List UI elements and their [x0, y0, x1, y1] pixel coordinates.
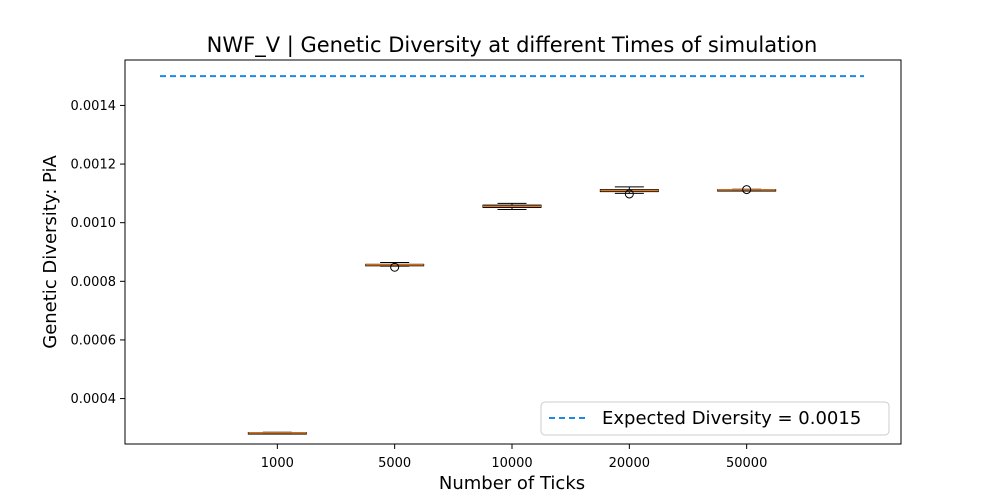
- y-tick-label: 0.0014: [71, 99, 117, 114]
- x-tick-label: 5000: [378, 456, 411, 471]
- y-axis-title: Genetic Diversity: PiA: [40, 155, 61, 349]
- x-axis: 1000 5000 10000 20000 50000: [261, 444, 767, 471]
- x-tick-label: 10000: [491, 456, 532, 471]
- box-50000: [717, 185, 777, 195]
- box-10000: [482, 202, 542, 210]
- outlier-point: [390, 262, 400, 272]
- boxes-group: [247, 185, 777, 435]
- box-5000: [365, 262, 425, 272]
- x-tick-label: 20000: [609, 456, 650, 471]
- legend-label: Expected Diversity = 0.0015: [602, 408, 861, 429]
- plot-area-frame: [124, 59, 902, 445]
- y-tick-label: 0.0004: [71, 392, 117, 407]
- x-tick-label: 1000: [261, 456, 294, 471]
- y-tick-label: 0.0006: [71, 333, 117, 348]
- y-tick-label: 0.0012: [71, 158, 117, 173]
- outlier-point: [624, 189, 634, 199]
- y-tick-label: 0.0008: [71, 275, 117, 290]
- legend-frame: [540, 401, 890, 436]
- x-axis-title: Number of Ticks: [439, 473, 585, 494]
- chart-title: NWF_V | Genetic Diversity at different T…: [207, 33, 818, 58]
- box-20000: [599, 186, 659, 199]
- box-1000: [247, 431, 307, 435]
- legend: Expected Diversity = 0.0015: [540, 401, 890, 436]
- outlier-point: [742, 185, 752, 195]
- x-tick-label: 50000: [726, 456, 767, 471]
- y-axis: 0.0004 0.0006 0.0008 0.0010 0.0012 0.0014: [71, 99, 125, 407]
- y-tick-label: 0.0010: [71, 216, 117, 231]
